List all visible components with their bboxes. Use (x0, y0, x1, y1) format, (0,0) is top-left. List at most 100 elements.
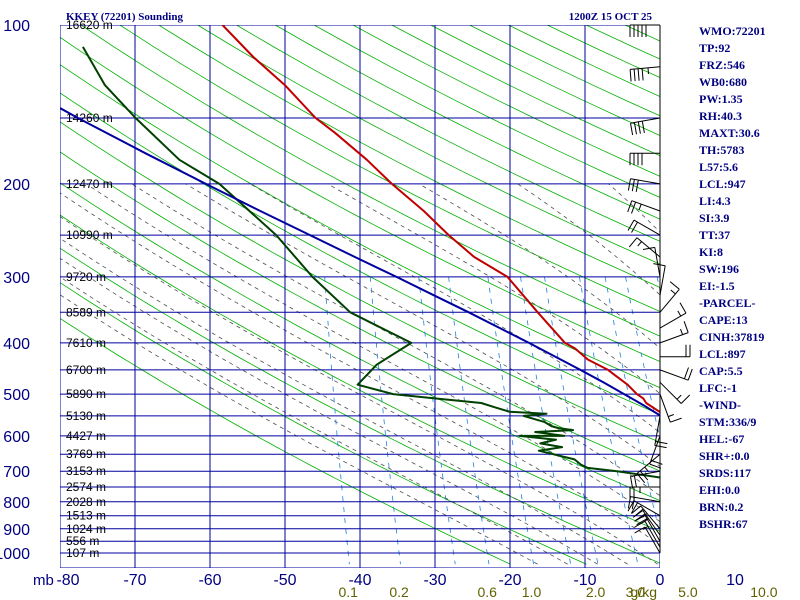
wind-barb (627, 496, 661, 510)
height-label: 107 m (66, 546, 99, 560)
wind-barb (659, 281, 680, 313)
wind-barb (627, 500, 661, 517)
pressure-tick-label: 800 (3, 495, 30, 512)
dry-adiabat (60, 36, 660, 362)
temperature-tick-label: -50 (273, 572, 296, 589)
height-label: 9720 m (66, 270, 106, 284)
pressure-tick-label: 600 (3, 429, 30, 446)
wind-barb (659, 321, 689, 344)
stability-index: KI:8 (699, 245, 723, 259)
mixing-ratio-label: 2.0 (586, 584, 606, 600)
wind-barb (659, 393, 682, 423)
stability-index: -WIND- (699, 398, 741, 412)
mixing-ratio-line (579, 276, 639, 565)
stability-index: L57:5.6 (699, 160, 738, 174)
height-label: 12470 m (66, 177, 113, 191)
wind-barb (629, 24, 660, 37)
height-label: 1024 m (66, 522, 106, 536)
wind-barb (630, 470, 661, 489)
pressure-tick-label: 900 (3, 522, 30, 539)
stability-index: TP:92 (699, 41, 730, 55)
temperature-tick-label: -80 (56, 572, 79, 589)
stability-index: LFC:-1 (699, 381, 737, 395)
mixing-ratio-line (448, 276, 490, 565)
height-label: 16620 m (66, 18, 113, 32)
pressure-tick-label: 400 (3, 336, 30, 353)
dry-adiabat (60, 317, 511, 565)
stability-index: CAPE:13 (699, 313, 748, 327)
dry-adiabat (60, 151, 660, 472)
height-label: 4427 m (66, 429, 106, 443)
stability-index: CAP:5.5 (699, 364, 743, 378)
wind-barb (659, 381, 691, 404)
wind-barbs (627, 24, 693, 554)
wind-barb (634, 514, 661, 542)
height-label: 6700 m (66, 363, 106, 377)
stability-index: TH:5783 (699, 143, 744, 157)
dry-adiabat (60, 282, 587, 565)
pressure-tick-label: 700 (3, 464, 30, 481)
height-label: 3769 m (66, 447, 106, 461)
height-label: 5130 m (66, 409, 106, 423)
wind-barb (629, 152, 660, 166)
moist-adiabat (327, 183, 660, 395)
mixing-ratio-label: 0.2 (389, 584, 409, 600)
temperature-tick-label: 10 (726, 572, 744, 589)
temperature-tick-label: -70 (123, 572, 146, 589)
pressure-tick-label: 300 (3, 270, 30, 287)
stability-index: EHI:0.0 (699, 483, 740, 497)
moist-adiabat (60, 257, 598, 565)
temperature-tick-label: -40 (348, 572, 371, 589)
moist-adiabat (60, 237, 628, 565)
moist-adiabat (185, 183, 660, 467)
stability-indices: WMO:72201 TP:92 FRZ:546 WB0:680 PW:1.35 RH:40… (699, 24, 766, 531)
wind-barb (642, 246, 661, 277)
wind-barb (659, 302, 687, 329)
stability-index: CINH:37819 (699, 330, 764, 344)
pressure-tick-label: 1000 (0, 546, 30, 563)
wind-barb (627, 178, 661, 192)
wind-barb (627, 219, 661, 236)
moist-adiabat (60, 192, 660, 546)
temperature-tick-label: -20 (498, 572, 521, 589)
dry-adiabat (80, 25, 660, 337)
stability-index: SRDS:117 (699, 466, 751, 480)
stability-index: -PARCEL- (699, 296, 755, 310)
stability-index: FRZ:546 (699, 58, 745, 72)
stability-index: BRN:0.2 (699, 500, 743, 514)
dry-adiabat (60, 182, 660, 502)
temperature-line (221, 25, 660, 414)
temperature-tick-label: -10 (573, 572, 596, 589)
wind-barb (629, 486, 660, 499)
wind-barb (649, 435, 663, 469)
stability-index: EI:-1.5 (699, 279, 735, 293)
pressure-tick-label: 500 (3, 387, 30, 404)
stability-index: SI:3.9 (699, 211, 729, 225)
dry-adiabat (60, 214, 660, 532)
height-label: 7610 m (66, 336, 106, 350)
mixing-ratio-line (369, 276, 401, 565)
stability-index: STM:336/9 (699, 415, 756, 429)
pressure-tick-label: 200 (3, 177, 30, 194)
chart-title: KKEY (72201) Sounding (66, 11, 183, 23)
adiabat-lines (60, 25, 660, 565)
dry-adiabat (60, 64, 660, 389)
mixing-ratio-line (604, 276, 660, 536)
stability-index: LI:4.3 (699, 194, 731, 208)
y-axis-unit-label: mb (33, 572, 54, 589)
height-label: 2028 m (66, 495, 106, 509)
wind-barb (660, 344, 691, 358)
mixing-ratio-label: 3.0 (626, 584, 646, 600)
stability-index: WB0:680 (699, 75, 747, 89)
height-label: 556 m (66, 534, 99, 548)
mixing-ratio-label: 0.6 (477, 584, 497, 600)
wind-barb (627, 200, 661, 214)
stability-index: TT:37 (699, 228, 730, 242)
mixing-ratio-line (487, 276, 534, 565)
wind-barb (659, 367, 693, 381)
stability-index: WMO:72201 (699, 24, 766, 38)
stability-index: SW:196 (699, 262, 739, 276)
wind-barb (630, 117, 661, 136)
